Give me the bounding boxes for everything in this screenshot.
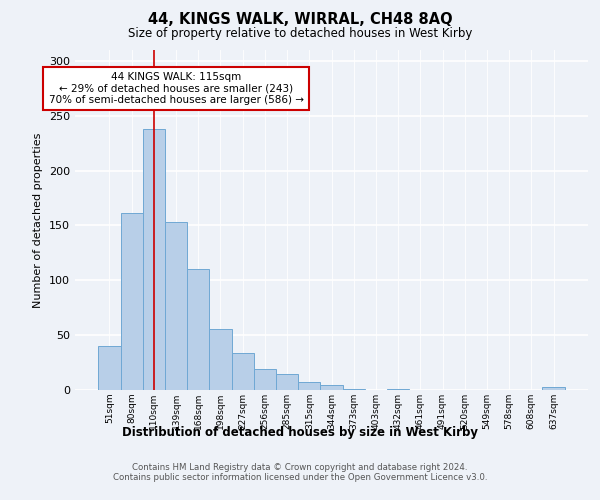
Bar [298,382,320,390]
Bar [542,386,565,390]
Bar [254,369,276,390]
Text: Distribution of detached houses by size in West Kirby: Distribution of detached houses by size … [122,426,478,439]
Bar [276,374,298,390]
Bar [187,270,209,390]
Text: Size of property relative to detached houses in West Kirby: Size of property relative to detached ho… [128,28,472,40]
Bar [209,328,232,390]
Bar [232,352,254,390]
Text: 44, KINGS WALK, WIRRAL, CH48 8AQ: 44, KINGS WALK, WIRRAL, CH48 8AQ [148,12,452,28]
Text: Contains HM Land Registry data © Crown copyright and database right 2024.
Contai: Contains HM Land Registry data © Crown c… [113,463,487,482]
Bar [143,129,165,390]
Bar [320,384,343,390]
Text: 44 KINGS WALK: 115sqm
← 29% of detached houses are smaller (243)
70% of semi-det: 44 KINGS WALK: 115sqm ← 29% of detached … [49,72,304,105]
Bar [343,389,365,390]
Bar [387,389,409,390]
Bar [121,214,143,390]
Y-axis label: Number of detached properties: Number of detached properties [34,132,43,308]
Bar [165,222,187,390]
Bar [98,346,121,390]
